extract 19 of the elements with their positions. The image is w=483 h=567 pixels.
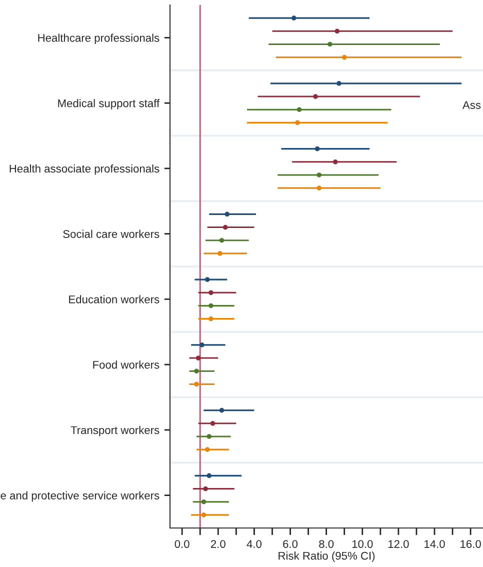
y-tick-label: Education workers [69, 295, 160, 304]
annotation: Ass [462, 101, 481, 109]
y-tick-label: Medical support staff [58, 99, 160, 110]
x-tick-label: 16.0 [460, 540, 481, 548]
x-tick-label: 2.0 [210, 540, 226, 548]
x-tick-label: 4.0 [246, 540, 262, 548]
x-tick-label: 0.0 [174, 540, 190, 548]
y-tick-label: Social care workers [63, 230, 160, 238]
x-tick-label: 12.0 [388, 540, 409, 548]
x-axis-title: Risk Ratio (95% CI) [278, 552, 375, 562]
y-tick-label: Healthcare professionals [38, 34, 160, 44]
x-tick-label: 8.0 [319, 540, 334, 548]
x-tick-label: 14.0 [424, 540, 445, 548]
y-tick-label: Food workers [93, 360, 160, 369]
y-tick-label: Transport workers [70, 426, 160, 436]
y-tick-label: Health associate professionals [10, 164, 160, 175]
x-tick-label: 10.0 [352, 540, 373, 548]
y-tick-label: e and protective service workers [0, 491, 160, 502]
x-tick-label: 6.0 [283, 540, 298, 548]
